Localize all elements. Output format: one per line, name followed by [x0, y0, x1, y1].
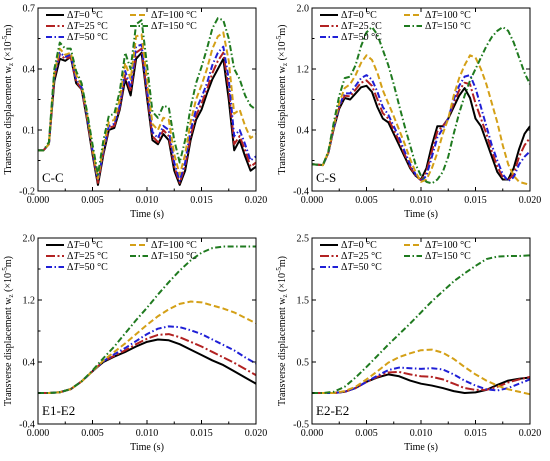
- legend-label: ΔT=50 °C: [341, 32, 382, 43]
- x-axis-title: Time (s): [130, 209, 164, 220]
- legend-label: ΔT=150 °C: [151, 21, 197, 32]
- panel-label: E1-E2: [42, 403, 75, 418]
- x-tick-label: 0.000: [301, 195, 324, 206]
- legend-label: ΔT=100 °C: [425, 240, 471, 251]
- x-axis-title: Time (s): [404, 209, 438, 220]
- chart-panel-c-c: 0.000 0.005 0.010 0.015 0.020 -0.2 0.1 0.4 0.7 Ti…: [1, 4, 267, 221]
- x-tick-label: 0.010: [136, 195, 159, 206]
- legend-label: ΔT=50 °C: [67, 262, 108, 273]
- y-tick-label: 2.0: [297, 4, 310, 15]
- series-line: [312, 79, 530, 182]
- legend-label: ΔT=0 °C: [67, 10, 103, 21]
- y-tick-label: 0.4: [23, 358, 36, 369]
- x-tick-label: 0.015: [190, 195, 213, 206]
- x-tick-label: 0.000: [27, 428, 50, 439]
- series-line: [38, 338, 256, 394]
- legend-label: ΔT=100 °C: [151, 10, 197, 21]
- x-tick-label: 0.010: [410, 428, 433, 439]
- series-line: [38, 43, 256, 182]
- series-line: [38, 325, 256, 394]
- legend: ΔT=0 °CΔT=25 °CΔT=50 °C ΔT=100 °CΔT=150 °…: [46, 240, 197, 273]
- y-tick-label: 1.2: [297, 65, 310, 76]
- legend-label: ΔT=25 °C: [341, 251, 382, 262]
- y-tick-label: -0.2: [19, 187, 35, 198]
- y-tick-label: 0.4: [297, 126, 310, 137]
- x-tick-label: 0.015: [190, 428, 213, 439]
- legend-label: ΔT=150 °C: [425, 251, 471, 262]
- x-tick-label: 0.020: [245, 195, 268, 206]
- y-tick-label: 0.5: [297, 358, 310, 369]
- chart-panel-e1-e2: 0.000 0.005 0.010 0.015 0.020 -0.4 0.4 1.2 2.0 Ti…: [1, 234, 267, 454]
- chart-panel-c-s: 0.000 0.005 0.010 0.015 0.020 -0.4 0.4 1.2 2.0 Ti…: [275, 4, 541, 221]
- y-axis-title: Transverse displacement wz (×10-5m): [1, 24, 15, 174]
- legend-label: ΔT=0 °C: [341, 240, 377, 251]
- series-line: [312, 84, 530, 181]
- series-line: [312, 370, 530, 394]
- x-tick-label: 0.010: [410, 195, 433, 206]
- x-tick-label: 0.015: [464, 195, 487, 206]
- series-line: [38, 300, 256, 394]
- panel-label: C-S: [316, 170, 336, 185]
- series-line: [312, 54, 530, 186]
- panel-label: E2-E2: [316, 403, 349, 418]
- legend-label: ΔT=50 °C: [67, 32, 108, 43]
- legend: ΔT=0 °CΔT=25 °CΔT=50 °C ΔT=100 °CΔT=150 °…: [46, 10, 197, 43]
- x-axis-title: Time (s): [130, 442, 164, 453]
- legend-label: ΔT=0 °C: [341, 10, 377, 21]
- x-tick-label: 0.005: [81, 428, 104, 439]
- y-tick-label: -0.5: [293, 420, 309, 431]
- x-tick-label: 0.005: [81, 195, 104, 206]
- y-tick-label: 1.2: [23, 296, 36, 307]
- y-tick-label: 0.1: [23, 126, 36, 137]
- y-axis-title: Transverse displacement wz (×10-5m): [275, 24, 289, 174]
- legend-label: ΔT=150 °C: [151, 251, 197, 262]
- legend-label: ΔT=100 °C: [425, 10, 471, 21]
- legend: ΔT=0 °CΔT=25 °CΔT=50 °C ΔT=100 °CΔT=150 °…: [320, 10, 471, 43]
- legend-label: ΔT=150 °C: [425, 21, 471, 32]
- y-axis-title: Transverse displacement wz (×10-5m): [1, 256, 15, 406]
- y-tick-label: 0.7: [23, 4, 36, 15]
- x-tick-label: 0.020: [245, 428, 268, 439]
- y-tick-label: 2.5: [297, 234, 310, 245]
- x-tick-label: 0.010: [136, 428, 159, 439]
- series-line: [38, 31, 256, 180]
- y-tick-label: -0.4: [19, 420, 35, 431]
- series-line: [38, 17, 256, 176]
- y-tick-label: 0.4: [23, 65, 36, 76]
- x-tick-label: 0.005: [355, 195, 378, 206]
- y-tick-label: -0.4: [293, 187, 309, 198]
- series-line: [38, 245, 256, 394]
- x-tick-label: 0.020: [519, 195, 542, 206]
- x-axis-title: Time (s): [404, 442, 438, 453]
- y-axis-title: Transverse displacement wz (×10-5m): [275, 256, 289, 406]
- chart-panel-e2-e2: 0.000 0.005 0.010 0.015 0.020 -0.5 0.5 1.5 2.5 Ti…: [275, 234, 541, 454]
- legend-label: ΔT=50 °C: [341, 262, 382, 273]
- legend-label: ΔT=0 °C: [67, 240, 103, 251]
- series-line: [312, 348, 530, 396]
- x-tick-label: 0.000: [27, 195, 50, 206]
- legend-label: ΔT=25 °C: [67, 21, 108, 32]
- x-tick-label: 0.015: [464, 428, 487, 439]
- y-tick-label: 1.5: [297, 296, 310, 307]
- series-line: [312, 26, 530, 185]
- legend-label: ΔT=25 °C: [341, 21, 382, 32]
- x-tick-label: 0.005: [355, 428, 378, 439]
- y-tick-label: 2.0: [23, 234, 36, 245]
- legend-label: ΔT=100 °C: [151, 240, 197, 251]
- legend-label: ΔT=25 °C: [67, 251, 108, 262]
- legend: ΔT=0 °CΔT=25 °CΔT=50 °C ΔT=100 °CΔT=150 °…: [320, 240, 471, 273]
- x-tick-label: 0.020: [519, 428, 542, 439]
- panel-label: C-C: [42, 170, 64, 185]
- series-line: [312, 254, 530, 394]
- series-line: [312, 366, 530, 394]
- x-tick-label: 0.000: [301, 428, 324, 439]
